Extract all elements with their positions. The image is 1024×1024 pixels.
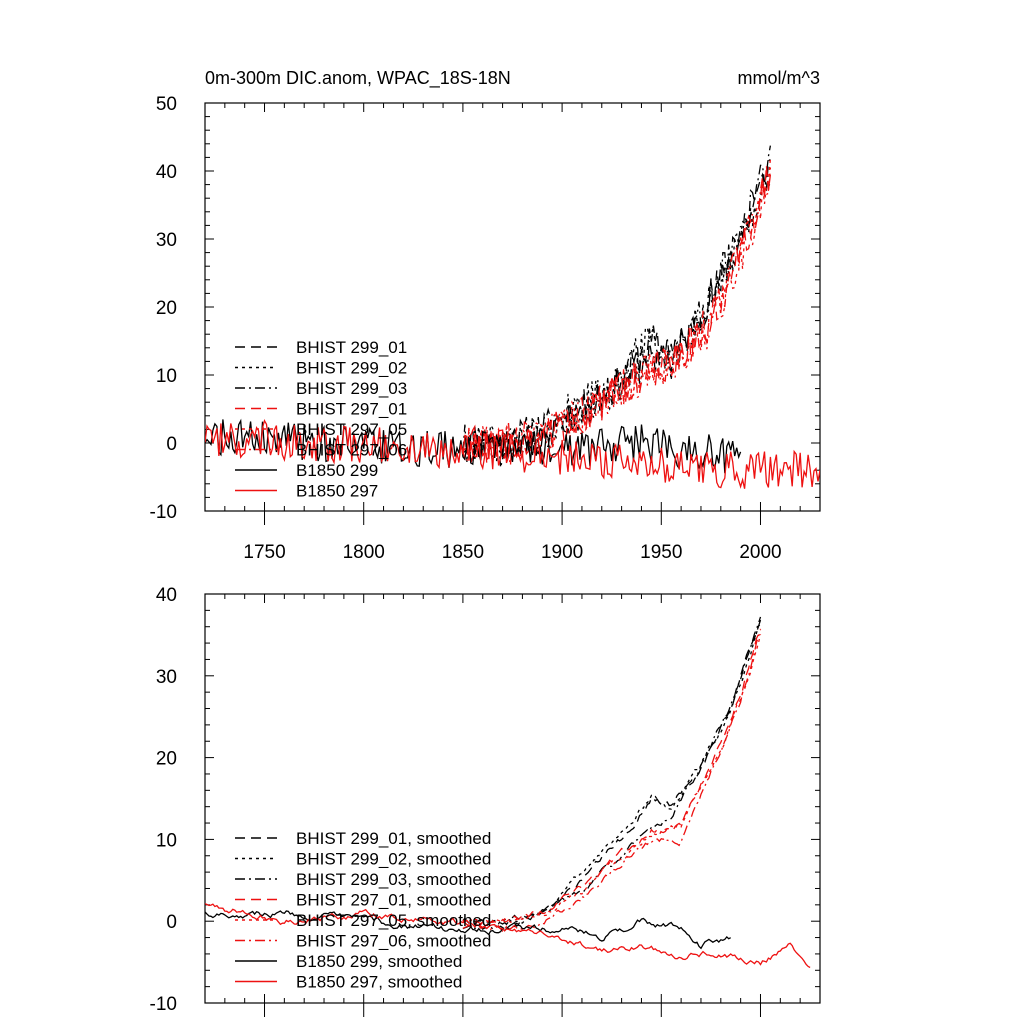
y-tick-label: 30 (156, 667, 177, 688)
top-plot: -10 0 10 20 30 40 50 1750 1800 1850 1900 1950 2000 BH… (150, 94, 821, 563)
plot-frame (204, 593, 821, 1004)
legend-label-b1850-299: B1850 299 (296, 461, 378, 480)
legend-label-b1850-299-smoothed: B1850 299, smoothed (296, 952, 462, 971)
legend-label-bhist-297-05-smoothed: BHIST 297_05, smoothed (296, 911, 491, 930)
x-tick-label: 1950 (640, 542, 682, 563)
y-tick-label: -10 (150, 994, 177, 1015)
series-line-bhist-297-05-smoothed (462, 634, 762, 925)
top-chart-units: mmol/m^3 (738, 68, 820, 88)
series-line-b1850-299-smoothed (205, 910, 731, 950)
legend-label-bhist-299-02: BHIST 299_02 (296, 359, 407, 378)
legend-label-bhist-299-03: BHIST 299_03 (296, 379, 407, 398)
top-chart-title: 0m-300m DIC.anom, WPAC_18S-18N (205, 68, 511, 89)
legend-label-bhist-297-05: BHIST 297_05 (296, 420, 407, 439)
x-tick-label: 2000 (739, 542, 781, 563)
series-line-bhist-297-06 (462, 167, 772, 466)
series-line-b1850-299 (205, 418, 742, 474)
legend-label-bhist-299-01-smoothed: BHIST 299_01, smoothed (296, 829, 491, 848)
legend-label-bhist-299-02-smoothed: BHIST 299_02, smoothed (296, 850, 491, 869)
y-tick-label: 30 (156, 230, 177, 251)
y-tick-label: 20 (156, 298, 177, 319)
y-tick-label: 50 (156, 94, 177, 115)
legend-label-b1850-297-smoothed: B1850 297, smoothed (296, 973, 462, 992)
legend-label-bhist-299-01: BHIST 299_01 (296, 338, 407, 357)
y-tick-label: -10 (150, 502, 177, 523)
legend-label-b1850-297: B1850 297 (296, 482, 378, 501)
x-tick-label: 1750 (243, 542, 285, 563)
y-tick-label: 40 (156, 585, 177, 606)
series-line-bhist-299-02 (462, 172, 772, 462)
x-tick-label: 1900 (541, 542, 583, 563)
legend-label-bhist-297-01-smoothed: BHIST 297_01, smoothed (296, 891, 491, 910)
legend-label-bhist-297-01: BHIST 297_01 (296, 400, 407, 419)
y-tick-label: 40 (156, 162, 177, 183)
series-line-bhist-297-01 (462, 165, 772, 462)
y-tick-label: 20 (156, 749, 177, 770)
series-line-bhist-299-03-smoothed (462, 616, 762, 930)
x-tick-label: 1850 (442, 542, 484, 563)
series-line-b1850-297 (205, 419, 820, 489)
series-line-bhist-297-01-smoothed (462, 628, 762, 927)
series-line-bhist-297-06-smoothed (462, 629, 762, 933)
y-tick-label: 0 (166, 912, 177, 933)
series-line-b1850-297-smoothed (205, 903, 811, 969)
series-line-bhist-299-01-smoothed (462, 619, 762, 926)
y-tick-label: 10 (156, 366, 177, 387)
legend: BHIST 299_01, smoothed BHIST 299_02, smoo… (235, 829, 491, 992)
series-line-bhist-297-05 (462, 158, 772, 461)
legend-label-bhist-297-06: BHIST 297_06 (296, 441, 407, 460)
legend-label-bhist-299-03-smoothed: BHIST 299_03, smoothed (296, 870, 491, 889)
legend-label-bhist-297-06-smoothed: BHIST 297_06, smoothed (296, 932, 491, 951)
x-tick-label: 1800 (343, 542, 385, 563)
series-line-bhist-299-02-smoothed (462, 623, 761, 925)
y-tick-label: 10 (156, 830, 177, 851)
y-tick-label: 0 (166, 434, 177, 455)
